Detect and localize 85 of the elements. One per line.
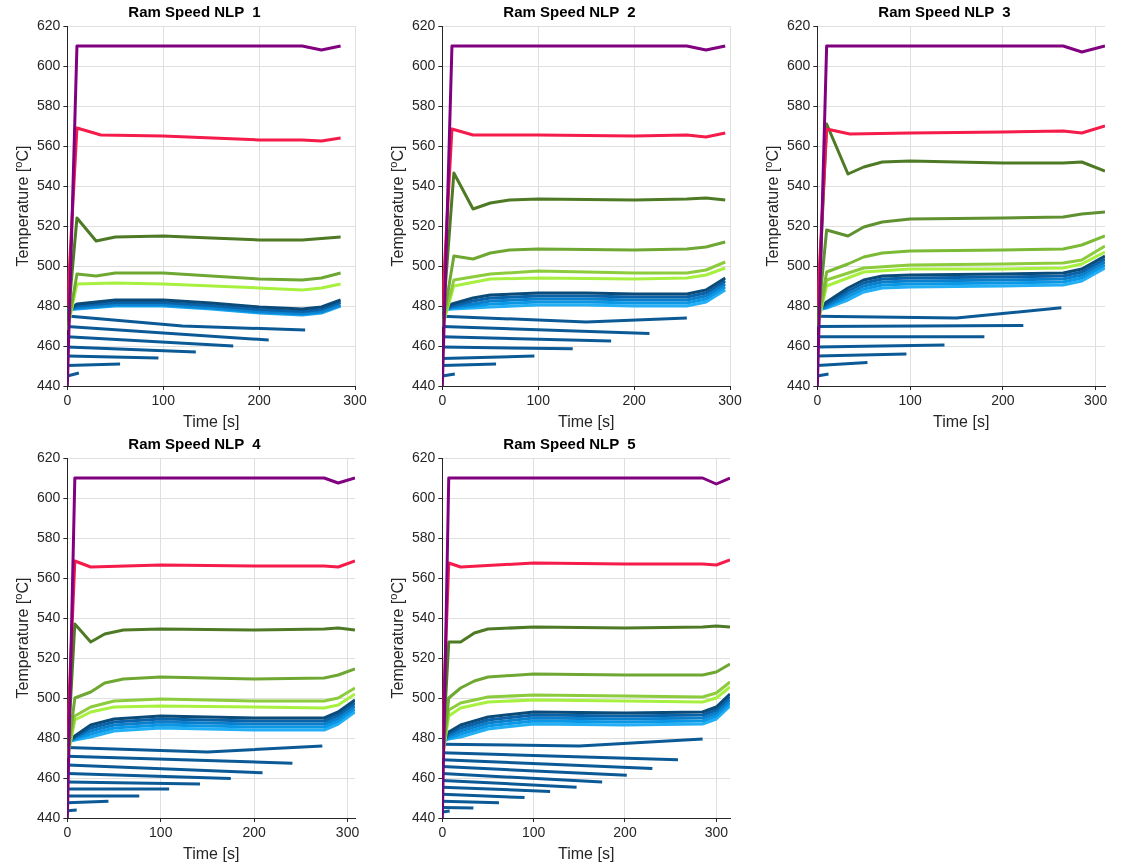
y-tick-label: 500 [37,688,61,705]
y-tick-label: 580 [37,528,61,545]
y-tick-label: 480 [37,296,61,313]
x-tick-label: 200 [247,392,272,409]
y-tick-label: 600 [412,56,436,73]
x-axis-title: Time [s] [183,844,240,862]
x-tick-label: 100 [898,392,923,409]
x-tick-label: 100 [526,392,551,409]
y-tick-label: 480 [37,728,61,745]
y-axis-title: Temperature [oC] [387,577,407,699]
x-tick-label: 300 [718,392,742,409]
y-tick-label: 480 [412,728,436,745]
y-tick-label: 580 [787,96,811,113]
x-tick-label: 300 [704,824,729,841]
x-tick-label: 300 [343,392,367,409]
y-tick-label: 560 [37,136,61,153]
x-tick-label: 0 [438,824,447,841]
x-tick-label: 0 [63,392,72,409]
y-tick-label: 560 [412,568,436,585]
y-tick-label: 580 [412,528,436,545]
y-tick-label: 500 [412,256,436,273]
y-tick-label: 620 [412,16,436,33]
chart-title: Ram Speed NLP 3 [878,3,1011,21]
y-tick-label: 540 [37,608,61,625]
y-tick-label: 440 [412,376,436,393]
x-tick-label: 200 [613,824,637,841]
y-tick-label: 620 [37,448,61,465]
x-tick-label: 100 [149,824,173,841]
x-axis-title: Time [s] [558,412,615,430]
y-tick-label: 580 [37,96,61,113]
y-tick-label: 600 [37,56,61,73]
y-tick-label: 520 [412,648,436,665]
y-axis-title: Temperature [oC] [12,577,32,699]
y-tick-label: 600 [412,488,436,505]
y-tick-label: 520 [37,216,61,233]
y-tick-label: 500 [412,688,436,705]
x-tick-label: 0 [438,392,447,409]
y-axis-title: Temperature [oC] [762,145,782,267]
chart-title: Ram Speed NLP 2 [503,3,636,21]
y-tick-label: 540 [412,176,436,193]
y-tick-label: 580 [412,96,436,113]
x-tick-label: 0 [813,392,822,409]
x-tick-label: 200 [242,824,267,841]
chart-title: Ram Speed NLP 4 [128,435,262,453]
y-tick-label: 620 [787,16,811,33]
chart-title: Ram Speed NLP 5 [503,435,636,453]
x-axis-title: Time [s] [933,412,990,430]
y-tick-label: 460 [37,768,61,785]
y-tick-label: 500 [37,256,61,273]
y-tick-label: 500 [787,256,811,273]
x-tick-label: 200 [622,392,647,409]
y-axis-title: Temperature [oC] [387,145,407,267]
x-tick-label: 0 [63,824,72,841]
y-tick-label: 620 [37,16,61,33]
y-tick-label: 540 [412,608,436,625]
y-tick-label: 560 [787,136,811,153]
x-tick-label: 100 [521,824,546,841]
y-tick-label: 620 [412,448,436,465]
y-tick-label: 480 [787,296,811,313]
y-tick-label: 460 [412,768,436,785]
y-tick-label: 460 [37,336,61,353]
x-axis-title: Time [s] [558,844,615,862]
y-tick-label: 440 [37,376,61,393]
x-tick-label: 100 [151,392,176,409]
y-tick-label: 440 [787,376,811,393]
y-tick-label: 440 [37,808,61,825]
y-tick-label: 520 [37,648,61,665]
y-tick-label: 480 [412,296,436,313]
y-axis-title: Temperature [oC] [12,145,32,267]
x-tick-label: 300 [335,824,360,841]
y-tick-label: 600 [787,56,811,73]
y-tick-label: 560 [37,568,61,585]
y-tick-label: 540 [37,176,61,193]
y-tick-label: 560 [412,136,436,153]
y-tick-label: 520 [412,216,436,233]
y-tick-label: 600 [37,488,61,505]
y-tick-label: 440 [412,808,436,825]
y-tick-label: 520 [787,216,811,233]
x-tick-label: 300 [1084,392,1108,409]
y-tick-label: 540 [787,176,811,193]
y-tick-label: 460 [787,336,811,353]
y-tick-label: 460 [412,336,436,353]
chart-title: Ram Speed NLP 1 [128,3,261,21]
x-axis-title: Time [s] [183,412,240,430]
x-tick-label: 200 [991,392,1015,409]
